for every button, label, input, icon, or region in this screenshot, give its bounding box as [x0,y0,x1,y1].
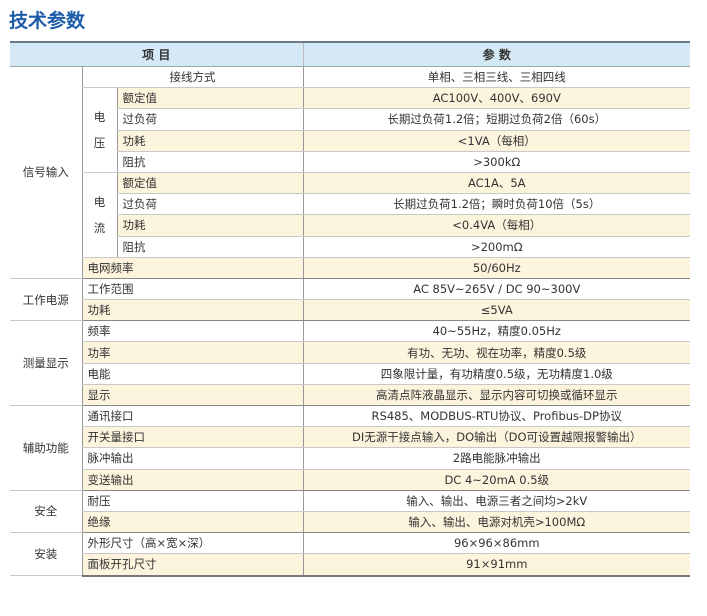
table-row: 电能 四象限计量，有功精度0.5级，无功精度1.0级 [10,363,690,385]
row-item: 过负荷 [116,193,304,216]
table-row: 绝缘 输入、输出、电源对机壳>100MΩ [10,511,690,534]
table-row: 电 流额定值 AC1A、5A [10,172,690,258]
row-value: <0.4VA（每相） [302,214,690,237]
row-item: 耐压 [81,490,304,512]
row-value: DI无源干接点输入，DO输出（DO可设置越限报警输出） [302,426,690,449]
row-value: AC1A、5A [302,172,690,195]
row-value: ≤5VA [302,299,690,322]
row-value: <1VA（每相） [302,130,690,152]
row-value: 输入、输出、电源三者之间均>2kV [302,490,690,512]
subgroup-current: 电 流 [81,172,117,258]
table-row: 阻抗 >300kΩ [10,151,690,173]
table-row: 功耗 <1VA（每相） [10,130,690,152]
row-item: 功耗 [116,130,304,152]
table-row: 面板开孔尺寸 91×91mm [10,553,690,577]
group-label: 安全 [10,490,82,534]
row-value: 输入、输出、电源对机壳>100MΩ [302,511,690,534]
group-label: 工作电源 [10,278,82,322]
row-value: AC 85V~265V / DC 90~300V [302,278,690,301]
table-row: 电 压额定值 AC100V、400V、690V [10,87,690,173]
header-param: 参 数 [302,41,690,67]
row-item: 过负荷 [116,108,304,131]
group-label: 辅助功能 [10,405,82,491]
row-item: 变送输出 [81,469,304,491]
table-row: 变送输出 DC 4~20mA 0.5级 [10,469,690,491]
row-value: 四象限计量，有功精度0.5级，无功精度1.0级 [302,363,690,385]
group-label: 安装 [10,532,82,576]
row-item: 功耗 [81,299,304,322]
subgroup-voltage: 电 压 [81,87,117,173]
table-row: 电网频率 50/60Hz [10,257,690,279]
table-row: 功耗 ≤5VA [10,299,690,322]
table-row: 开关量接口 DI无源干接点输入，DO输出（DO可设置越限报警输出） [10,426,690,449]
row-value: 高清点阵液晶显示、显示内容可切换或循环显示 [302,384,690,407]
table-row: 过负荷 长期过负荷1.2倍；瞬时负荷10倍（5s） [10,193,690,216]
row-value: 96×96×86mm [302,532,690,555]
row-value: 长期过负荷1.2倍；短期过负荷2倍（60s） [302,108,690,131]
table-header: 项 目 参 数 [10,41,690,67]
row-value: RS485、MODBUS-RTU协议、Profibus-DP协议 [302,405,690,428]
table-row: 安全 耐压 输入、输出、电源三者之间均>2kV [10,490,690,534]
row-item: 绝缘 [81,511,304,534]
group-label: 信号输入 [10,66,82,279]
table-row: 脉冲输出 2路电能脉冲输出 [10,447,690,470]
table-row: 显示 高清点阵液晶显示、显示内容可切换或循环显示 [10,384,690,407]
table-row: 辅助功能 通讯接口 RS485、MODBUS-RTU协议、Profibus-DP协议 [10,405,690,491]
row-item: 开关量接口 [81,426,304,449]
row-value: AC100V、400V、690V [302,87,690,110]
row-value: 长期过负荷1.2倍；瞬时负荷10倍（5s） [302,193,690,216]
row-value: 2路电能脉冲输出 [302,447,690,470]
row-item: 显示 [81,384,304,407]
row-item: 额定值 [116,87,304,110]
table-row: 安装 外形尺寸（高×宽×深） 96×96×86mm [10,532,690,576]
table-row: 阻抗 >200mΩ [10,236,690,258]
row-item: 通讯接口 [81,405,304,428]
row-item: 频率 [81,320,304,343]
row-item: 工作范围 [81,278,304,301]
table-row: 过负荷 长期过负荷1.2倍；短期过负荷2倍（60s） [10,108,690,131]
row-item: 阻抗 [116,236,304,258]
spec-table: 项 目 参 数 信号输入 接线方式 单相、三相三线、三相四线电 压额定值 AC100V… [10,41,690,577]
row-item: 额定值 [116,172,304,195]
row-value: 单相、三相三线、三相四线 [302,66,690,89]
row-item: 功率 [81,341,304,364]
row-item: 外形尺寸（高×宽×深） [81,532,304,555]
row-item: 阻抗 [116,151,304,173]
row-item: 面板开孔尺寸 [81,553,304,577]
row-item: 脉冲输出 [81,447,304,470]
table-row: 功耗 <0.4VA（每相） [10,214,690,237]
row-value: 有功、无功、视在功率，精度0.5级 [302,341,690,364]
header-item: 项 目 [10,41,304,67]
table-row: 信号输入 接线方式 单相、三相三线、三相四线 [10,66,690,279]
row-value: DC 4~20mA 0.5级 [302,469,690,491]
row-item: 电能 [81,363,304,385]
table-row: 测量显示 频率 40~55Hz，精度0.05Hz [10,320,690,406]
row-value: >200mΩ [302,236,690,258]
table-row: 功率 有功、无功、视在功率，精度0.5级 [10,341,690,364]
row-item: 电网频率 [81,257,304,279]
row-value: >300kΩ [302,151,690,173]
row-value: 91×91mm [302,553,690,577]
row-item: 功耗 [116,214,304,237]
page-title: 技术参数 [9,10,86,32]
row-item: 接线方式 [81,66,304,89]
table-row: 工作电源 工作范围 AC 85V~265V / DC 90~300V [10,278,690,322]
row-value: 50/60Hz [302,257,690,279]
row-value: 40~55Hz，精度0.05Hz [302,320,690,343]
group-label: 测量显示 [10,320,82,406]
